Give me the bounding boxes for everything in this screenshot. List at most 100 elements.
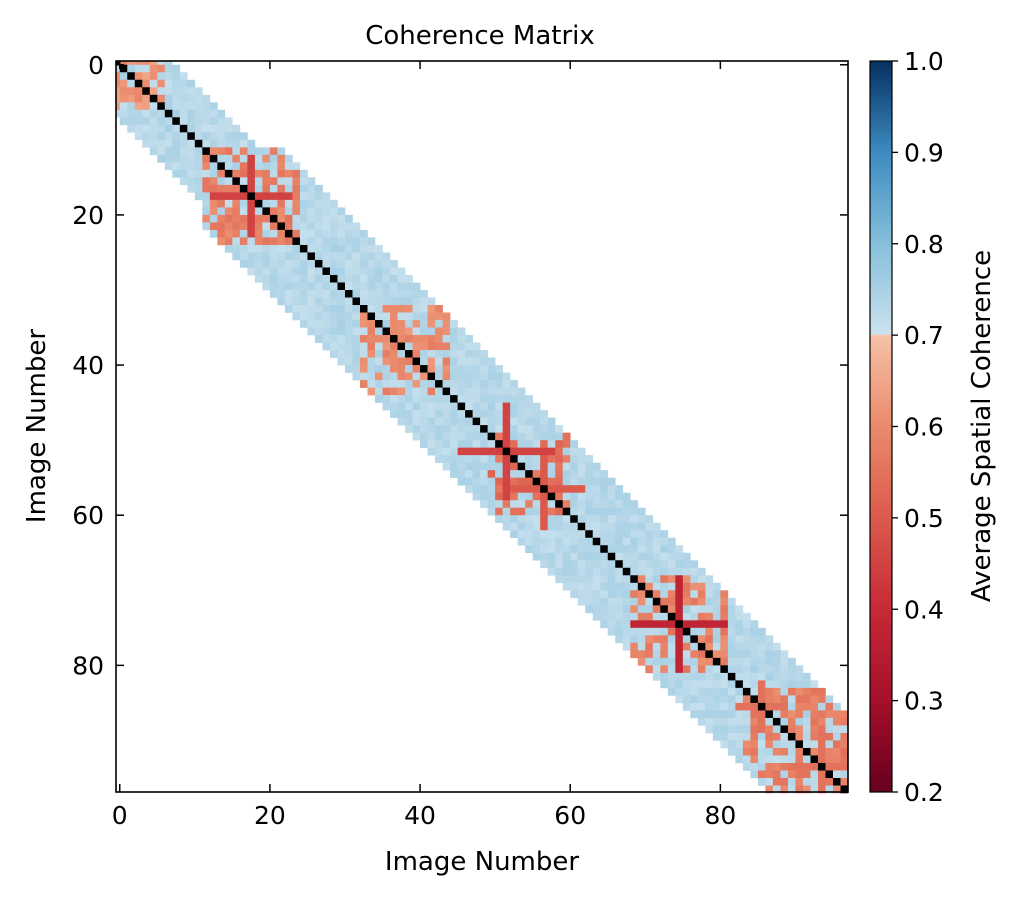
heatmap-cell: [247, 259, 256, 268]
heatmap-cell: [592, 605, 601, 614]
heatmap-cell: [465, 470, 473, 478]
heatmap-cell: [667, 567, 676, 576]
heatmap-cell: [307, 177, 316, 186]
heatmap-cell: [735, 657, 744, 666]
heatmap-cell: [367, 312, 376, 321]
heatmap-cell: [247, 199, 256, 208]
heatmap-cell: [667, 605, 676, 614]
heatmap-cell: [817, 747, 826, 756]
heatmap-cell: [277, 192, 286, 201]
heatmap-cell: [750, 620, 759, 629]
heatmap-cell: [224, 132, 233, 141]
heatmap-cell: [547, 492, 556, 501]
heatmap-cell: [742, 650, 751, 659]
heatmap-cell: [292, 162, 301, 171]
heatmap-cell: [344, 214, 353, 223]
heatmap-cell: [735, 687, 744, 696]
heatmap-cell: [360, 244, 368, 253]
heatmap-cell: [179, 139, 188, 148]
heatmap-cell: [622, 567, 631, 576]
heatmap-cell: [765, 725, 774, 734]
heatmap-cell: [187, 79, 196, 88]
heatmap-cell: [465, 410, 473, 418]
heatmap-cell: [442, 387, 451, 396]
heatmap-cell: [397, 357, 406, 366]
heatmap-cell: [480, 357, 488, 366]
heatmap-cell: [352, 320, 361, 328]
heatmap-cell: [735, 672, 744, 681]
heatmap-cell: [555, 507, 564, 516]
heatmap-cell: [352, 297, 361, 306]
heatmap-cell: [660, 582, 669, 591]
heatmap-cell: [562, 470, 571, 478]
heatmap-cell: [810, 732, 819, 741]
heatmap-cell: [299, 289, 308, 298]
heatmap-cell: [427, 327, 436, 336]
heatmap-cell: [562, 522, 571, 531]
heatmap-cell: [502, 485, 511, 493]
heatmap-cell: [450, 440, 458, 448]
heatmap-cell: [825, 702, 834, 711]
heatmap-cell: [352, 350, 361, 358]
heatmap-cell: [450, 417, 458, 426]
heatmap-cell: [224, 177, 233, 186]
heatmap-cell: [352, 237, 361, 246]
heatmap-cell: [502, 455, 511, 463]
heatmap-cell: [360, 259, 368, 268]
heatmap-cell: [720, 665, 729, 674]
heatmap-cell: [757, 747, 766, 756]
heatmap-cell: [284, 184, 293, 193]
heatmap-cell: [277, 252, 286, 261]
heatmap-cell: [262, 169, 271, 178]
heatmap-cell: [116, 64, 121, 73]
heatmap-cell: [209, 109, 218, 118]
heatmap-cell: [202, 207, 211, 216]
heatmap-cell: [209, 139, 218, 148]
heatmap-cell: [487, 477, 496, 486]
heatmap-cell: [802, 710, 811, 719]
x-axis-ticks: 0 20 40 60 80: [112, 61, 736, 830]
heatmap-cell: [802, 740, 811, 749]
heatmap-cell: [682, 635, 691, 644]
heatmap-cell: [239, 132, 248, 141]
heatmap-cell: [765, 657, 774, 666]
heatmap-cell: [570, 485, 579, 493]
heatmap-cell: [600, 522, 609, 531]
heatmap-cell: [442, 410, 451, 418]
heatmap-cell: [254, 177, 263, 186]
heatmap-cell: [367, 387, 376, 396]
heatmap-cell: [525, 485, 533, 493]
heatmap-cell: [735, 747, 744, 756]
heatmap-cell: [517, 425, 526, 433]
heatmap-cell: [682, 702, 691, 711]
heatmap-cell: [772, 650, 781, 659]
heatmap-cell: [442, 350, 451, 358]
heatmap-cell: [630, 567, 639, 576]
heatmap-cell: [209, 169, 218, 178]
heatmap-cell: [502, 380, 511, 388]
heatmap-cell: [314, 222, 323, 231]
heatmap-cell: [517, 402, 526, 411]
heatmap-cell: [780, 687, 789, 696]
heatmap-cell: [164, 64, 173, 73]
heatmap-cell: [134, 79, 143, 88]
heatmap-cell: [585, 530, 594, 539]
heatmap-cell: [224, 199, 233, 208]
heatmap-cell: [832, 717, 841, 726]
heatmap-cell: [472, 485, 481, 493]
heatmap-cell: [765, 732, 774, 741]
heatmap-cell: [480, 492, 488, 501]
heatmap-cell: [269, 274, 278, 283]
heatmap-cell: [727, 725, 736, 734]
heatmap-cell: [532, 410, 541, 418]
heatmap-cell: [127, 124, 136, 133]
heatmap-cell: [705, 710, 714, 719]
heatmap-cell: [116, 94, 121, 103]
heatmap-cell: [487, 387, 496, 396]
heatmap-cell: [727, 680, 736, 689]
heatmap-cell: [284, 162, 293, 171]
heatmap-cell: [555, 522, 564, 531]
heatmap-cell: [382, 395, 391, 403]
heatmap-cell: [787, 710, 796, 719]
heatmap-cell: [435, 440, 443, 448]
